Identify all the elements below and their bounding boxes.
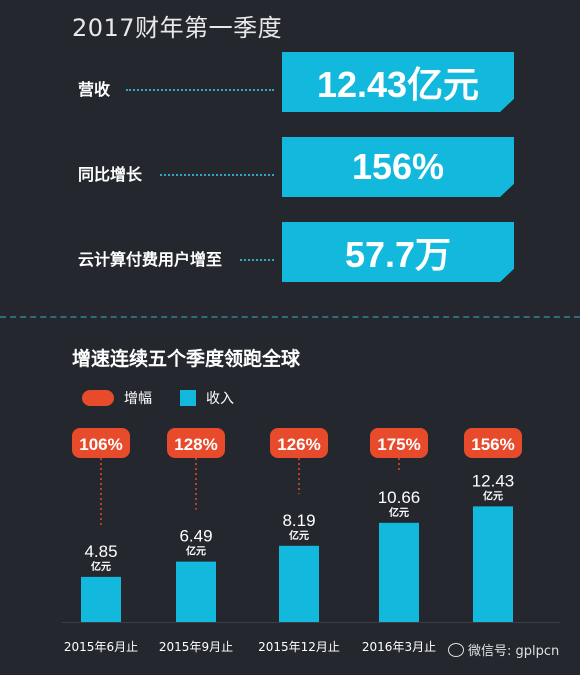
revenue-value-label: 12.43	[472, 471, 515, 490]
category-tick-label: 2015年6月止	[64, 640, 138, 654]
revenue-bar	[81, 576, 121, 622]
revenue-unit-label: 亿元	[91, 560, 111, 573]
watermark-text: 微信号: gplpcn	[468, 644, 560, 659]
stat-value-growth: 156%	[282, 137, 514, 197]
stat-leader-line	[160, 174, 274, 176]
revenue-unit-label: 亿元	[389, 506, 409, 519]
growth-pill	[72, 428, 130, 458]
wechat-icon	[448, 642, 464, 657]
category-tick-label: 2016年3月止	[362, 640, 436, 654]
stat-leader-line	[126, 89, 274, 91]
revenue-value-label: 8.19	[282, 511, 315, 530]
revenue-unit-label: 亿元	[186, 545, 206, 558]
category-tick-label: 2015年9月止	[159, 640, 233, 654]
legend-revenue-label: 收入	[206, 391, 234, 407]
revenue-unit-label: 亿元	[289, 529, 309, 542]
legend-growth-label: 增幅	[124, 391, 152, 407]
growth-pill	[167, 428, 225, 458]
growth-label: 156%	[471, 435, 514, 454]
quarter-title: 2017财年第一季度	[72, 14, 283, 42]
growth-pill	[270, 428, 328, 458]
growth-pill	[464, 428, 522, 458]
legend-revenue-swatch	[180, 390, 196, 406]
revenue-value-label: 10.66	[378, 488, 421, 507]
chart-title: 增速连续五个季度领跑全球	[72, 348, 301, 370]
stat-value-users: 57.7万	[282, 222, 514, 282]
section-divider	[0, 316, 580, 318]
growth-pill	[370, 428, 428, 458]
revenue-bar	[379, 522, 419, 622]
revenue-unit-label: 亿元	[483, 489, 503, 502]
legend-revenue: 收入	[180, 388, 234, 408]
revenue-value-label: 4.85	[84, 542, 117, 561]
growth-label: 126%	[277, 435, 320, 454]
legend-growth: 增幅	[82, 388, 152, 408]
legend-growth-swatch	[82, 390, 114, 406]
revenue-bar	[176, 561, 216, 622]
revenue-bar	[473, 506, 513, 622]
revenue-value-label: 6.49	[179, 527, 212, 546]
growth-label: 106%	[79, 435, 122, 454]
stat-label-growth: 同比增长	[78, 165, 143, 184]
stat-value-revenue: 12.43亿元	[282, 52, 514, 112]
stat-label-revenue: 营收	[78, 80, 111, 99]
stat-label-users: 云计算付费用户增至	[78, 250, 223, 269]
growth-label: 128%	[174, 435, 217, 454]
stat-leader-line	[240, 259, 274, 261]
revenue-bar	[279, 545, 319, 622]
watermark: 微信号: gplpcn	[448, 640, 559, 659]
category-tick-label: 2015年12月止	[258, 640, 340, 654]
growth-label: 175%	[377, 435, 420, 454]
